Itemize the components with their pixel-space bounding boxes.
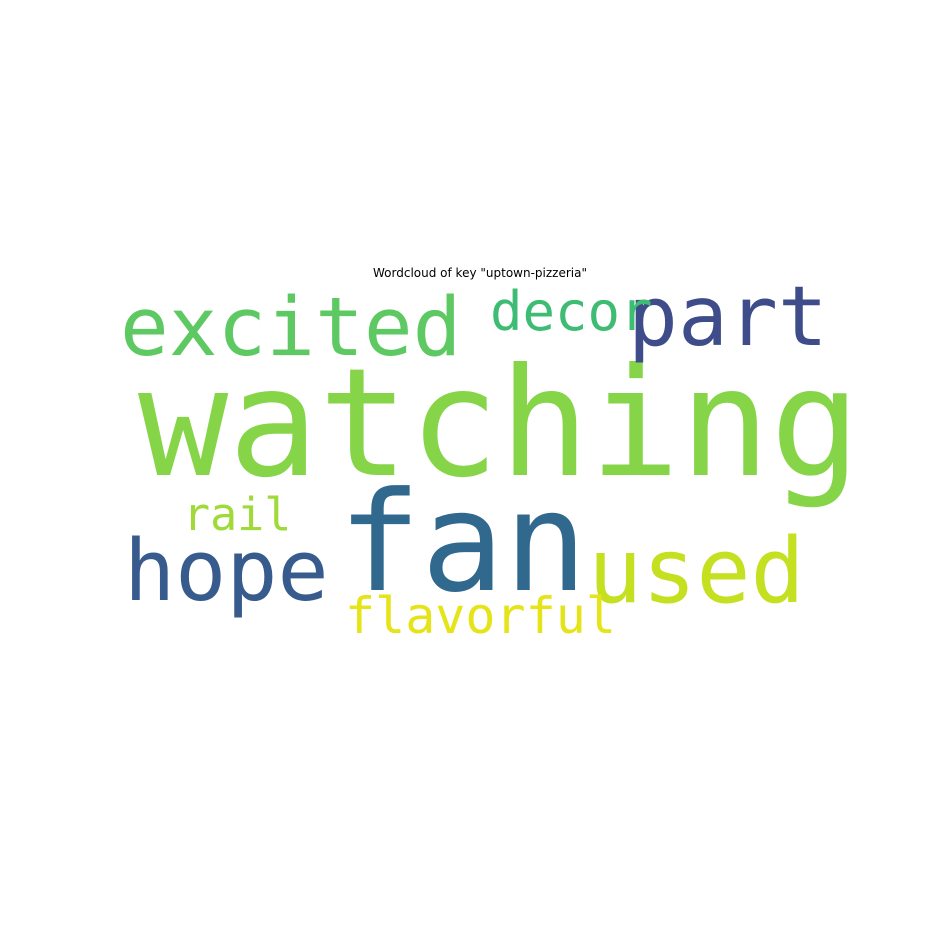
word-watching: watching <box>138 337 860 511</box>
word-decor: decor <box>490 280 653 343</box>
chart-title: Wordcloud of key "uptown-pizzeria" <box>373 266 587 280</box>
word-hope: hope <box>124 522 329 621</box>
word-rail: rail <box>183 488 291 541</box>
word-fan: fan <box>338 462 587 623</box>
word-used: used <box>588 519 805 624</box>
word-excited: excited <box>120 281 461 375</box>
word-part: part <box>628 268 828 365</box>
word-flavorful: flavorful <box>345 587 616 645</box>
